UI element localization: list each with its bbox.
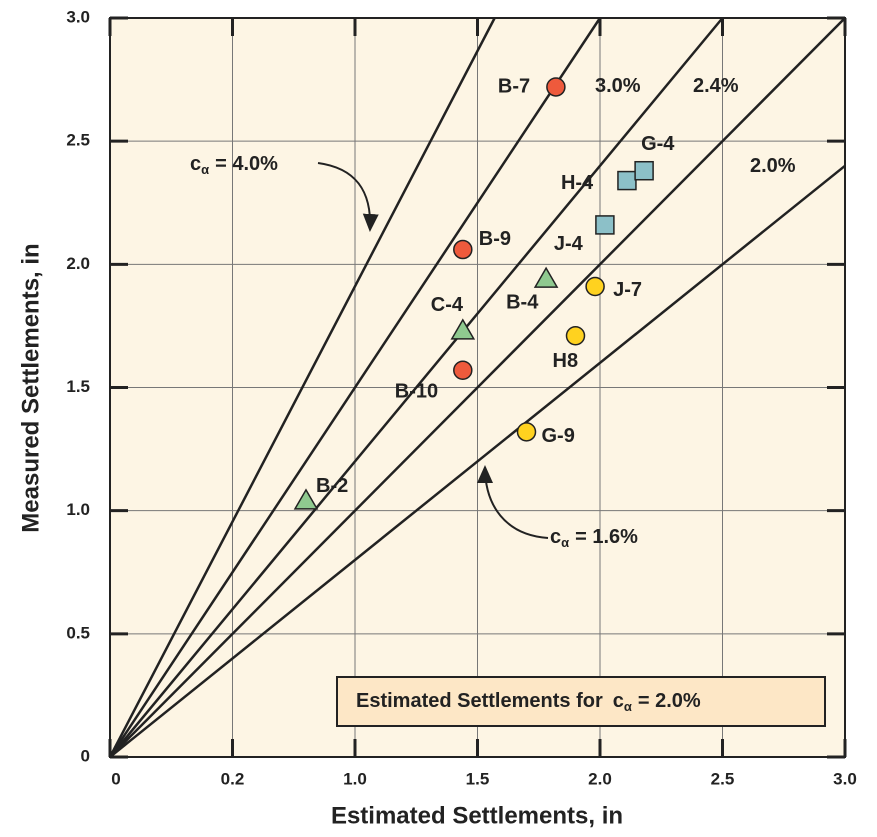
point	[595, 215, 615, 235]
ratio-line	[109, 17, 846, 758]
point	[546, 77, 566, 97]
line-label-subscript: α	[561, 535, 569, 550]
point-label: G-9	[542, 425, 575, 447]
point-label: B-2	[316, 475, 348, 497]
y-tick-label: 3.0	[66, 7, 90, 26]
point	[617, 170, 637, 191]
note: Estimated Settlements for cα = 2.0%	[356, 690, 701, 714]
point-label: J-4	[554, 233, 584, 255]
line-label-value: = 1.6%	[575, 526, 638, 548]
line-label-value: = 4.0%	[215, 153, 278, 175]
point-label: B-10	[395, 381, 438, 403]
point	[565, 326, 586, 346]
y-tick-label: 0	[81, 746, 90, 765]
x-tick-label: 3.0	[833, 769, 857, 788]
ratio-line	[109, 17, 724, 758]
x-tick-label: 0	[111, 769, 120, 788]
point	[453, 239, 473, 260]
line-label: 3.0%	[595, 75, 641, 97]
y-tick-label: 1.0	[66, 500, 90, 519]
x-axis-title: Estimated Settlements, in	[331, 802, 623, 829]
point-label: H8	[553, 350, 579, 372]
note-text: Estimated Settlements for	[356, 690, 603, 712]
point	[634, 160, 654, 181]
line-label-value: 2.4%	[693, 75, 739, 97]
line-label-subscript: α	[201, 162, 209, 177]
plot-border	[109, 17, 846, 758]
x-tick-label: 0.2	[221, 769, 245, 788]
arrow	[477, 465, 549, 539]
point-label: J-7	[613, 279, 642, 301]
point-label: C-4	[431, 294, 464, 316]
y-tick-label: 2.0	[66, 254, 90, 273]
y-tick-label: 0.5	[66, 623, 90, 642]
line-label-value: 2.0%	[750, 155, 796, 177]
point-label: B-7	[498, 75, 530, 97]
point-label: H-4	[561, 172, 594, 194]
line-label: cα = 4.0%	[190, 153, 278, 177]
x-tick-label: 1.5	[466, 769, 490, 788]
point	[585, 276, 605, 297]
ratio-line	[108, 17, 602, 758]
point	[293, 488, 319, 510]
x-tick-label: 2.5	[711, 769, 735, 788]
y-tick-label: 1.5	[66, 377, 90, 396]
note-subscript: α	[624, 699, 632, 714]
note-box	[336, 676, 826, 727]
line-label-symbol: c	[190, 153, 201, 175]
y-axis-title: Measured Settlements, in	[17, 243, 44, 532]
point	[450, 318, 476, 340]
note-value: = 2.0%	[638, 690, 701, 712]
line-label-value: 3.0%	[595, 75, 641, 97]
line-label: 2.4%	[693, 75, 739, 97]
point	[516, 422, 537, 442]
note-symbol: c	[613, 690, 624, 712]
line-label: 2.0%	[750, 155, 796, 177]
ratio-line	[109, 164, 846, 758]
point	[533, 266, 559, 288]
y-tick-label: 2.5	[66, 131, 90, 150]
point-label: B-4	[506, 291, 539, 313]
arrow	[317, 162, 379, 232]
point-label: G-4	[641, 133, 675, 155]
point	[453, 360, 473, 381]
line-label-symbol: c	[550, 526, 561, 548]
x-tick-label: 1.0	[343, 769, 367, 788]
x-tick-label: 2.0	[588, 769, 612, 788]
point-label: B-9	[479, 228, 511, 250]
line-label: cα = 1.6%	[550, 526, 638, 550]
ratio-line	[108, 17, 496, 758]
